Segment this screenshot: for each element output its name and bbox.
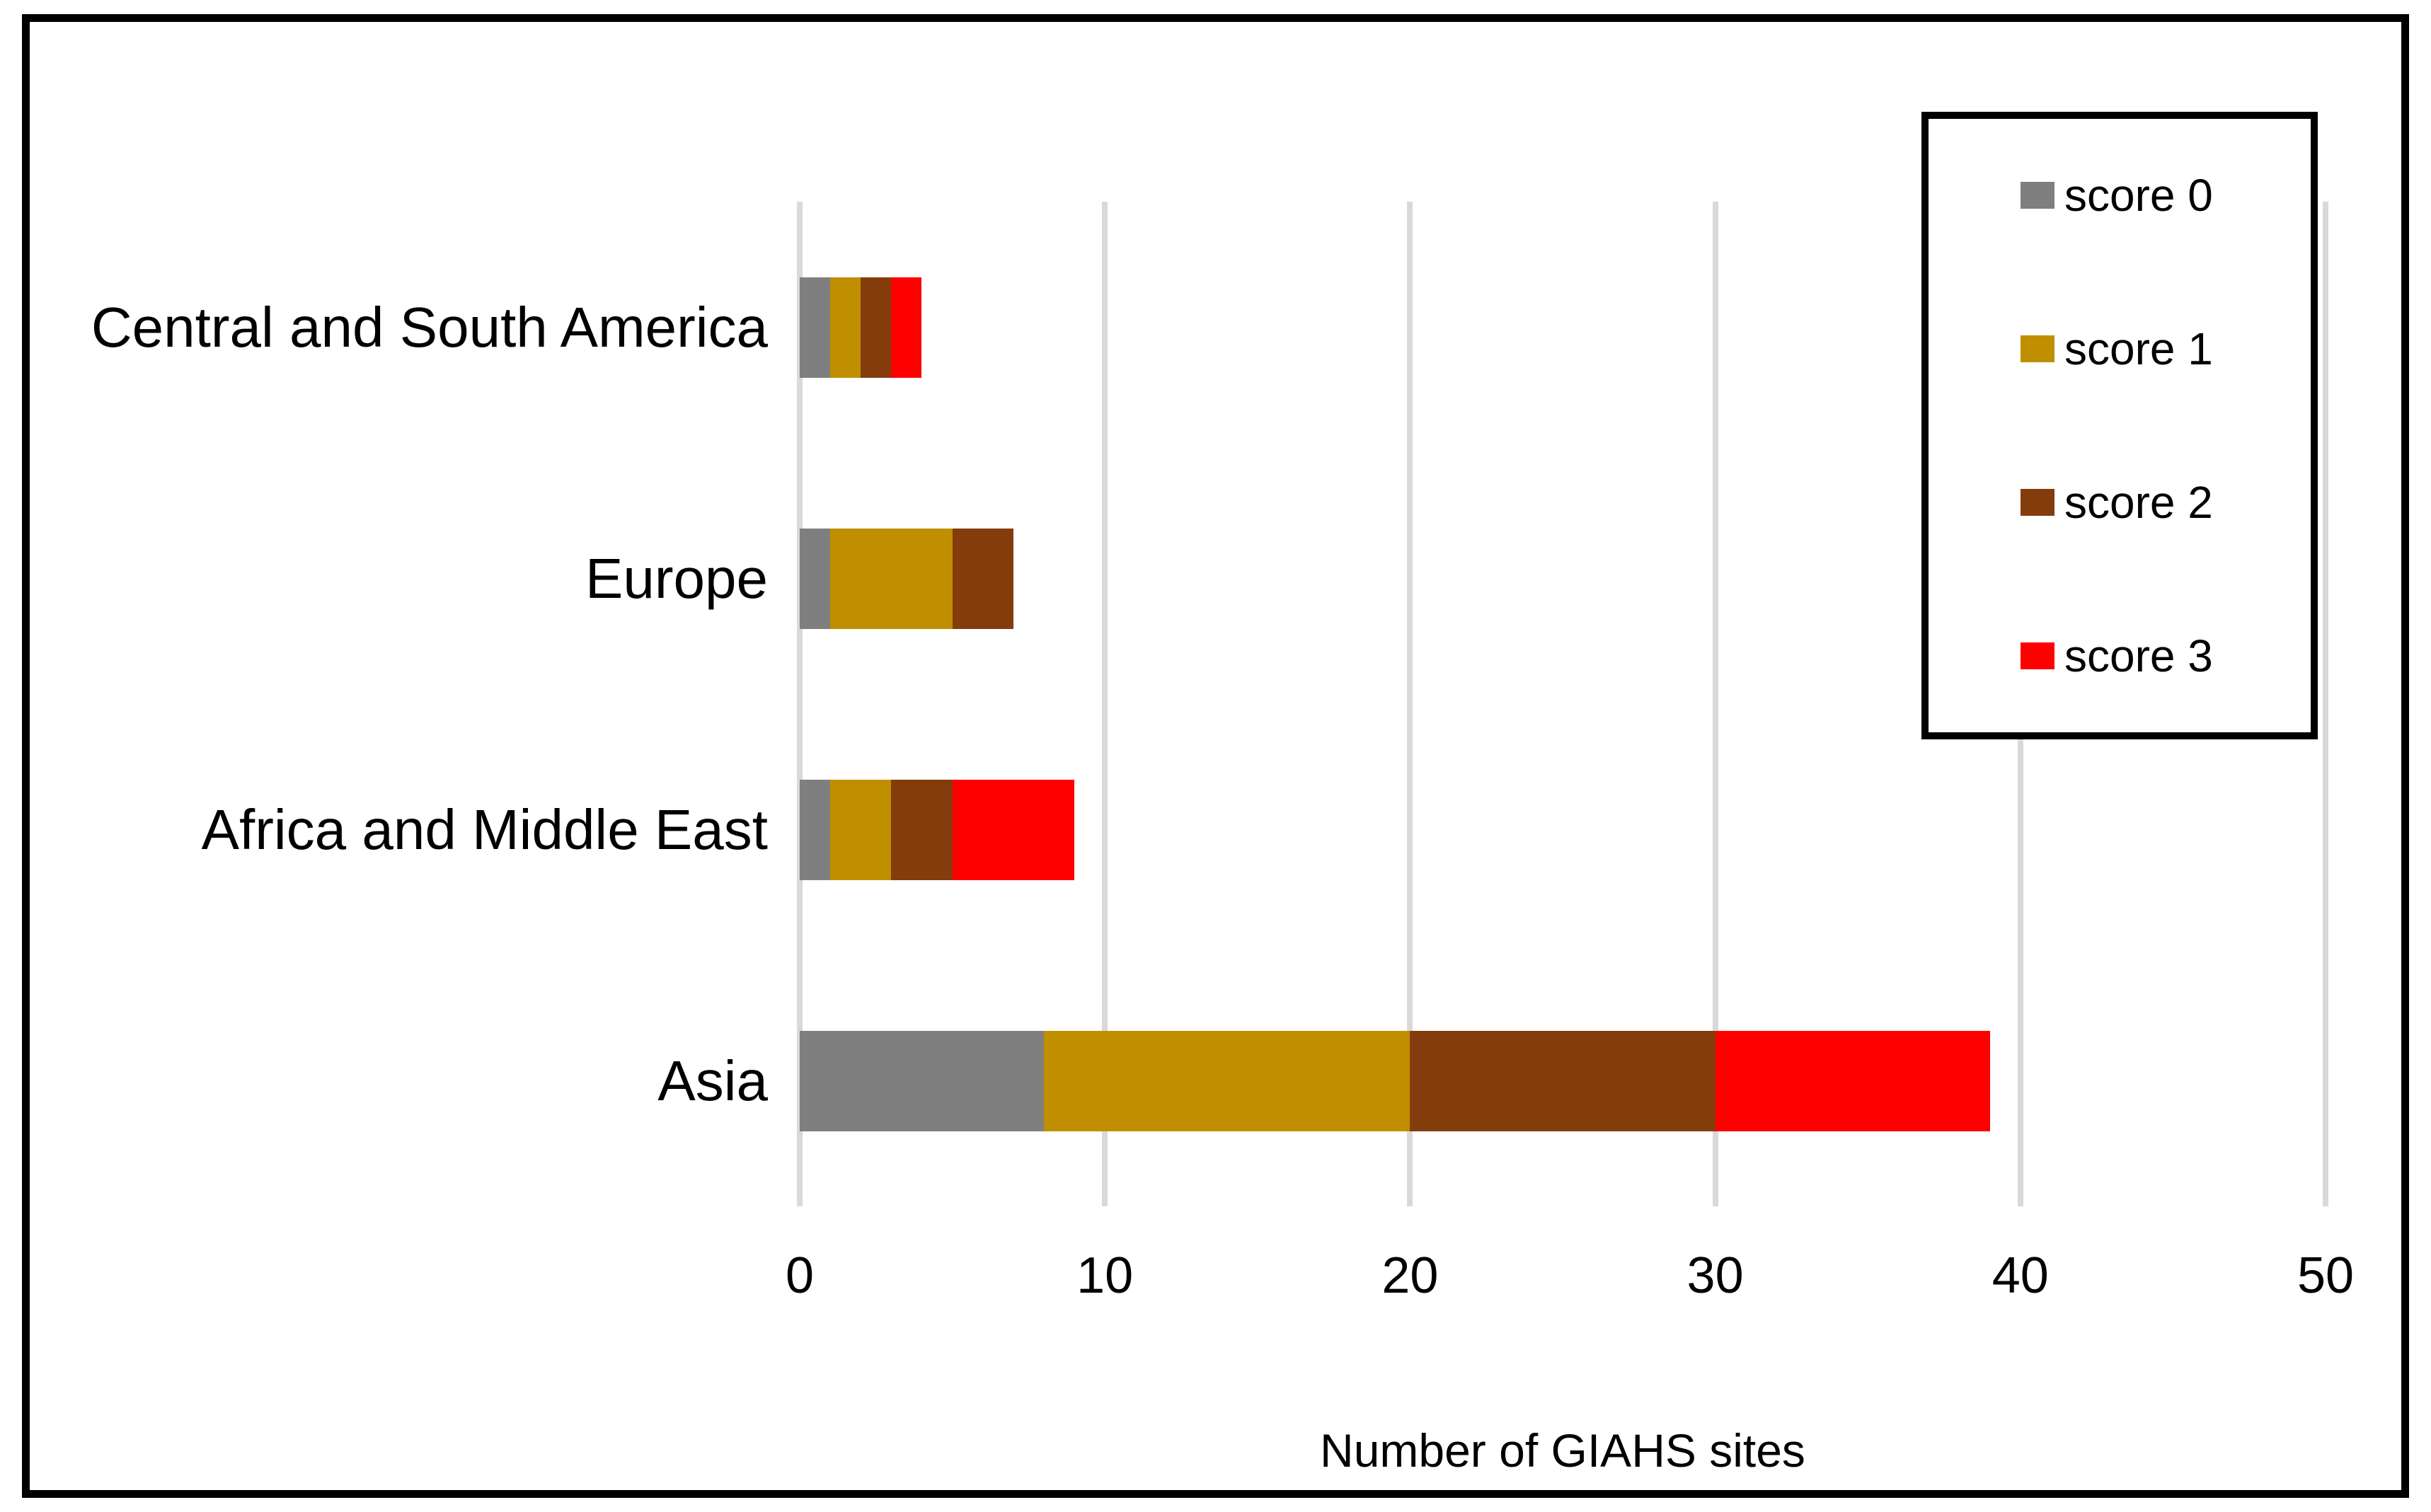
x-tick-label-50: 50: [2297, 1247, 2355, 1304]
legend-swatch-icon: [2021, 642, 2054, 669]
bar-segment-score-0: [800, 779, 831, 880]
bar-segment-score-2: [952, 528, 1013, 629]
bar-segment-score-0: [800, 1030, 1044, 1131]
x-tick-label-20: 20: [1381, 1247, 1439, 1304]
legend-item-score-2: score 2: [1929, 426, 2311, 579]
bar-row-europe: [800, 528, 1013, 629]
legend-swatch-icon: [2021, 488, 2054, 516]
bar-segment-score-0: [800, 277, 831, 378]
category-label-africa-and-middle-east: Africa and Middle East: [201, 797, 768, 861]
category-label-asia: Asia: [657, 1049, 768, 1112]
legend-swatch-icon: [2021, 182, 2054, 209]
bar-segment-score-3: [1715, 1030, 1990, 1131]
legend-item-score-3: score 3: [1929, 579, 2311, 732]
gridline-x-20: [1407, 202, 1413, 1206]
gridline-x-30: [1712, 202, 1718, 1206]
gridline-x-10: [1102, 202, 1108, 1206]
x-tick-label-10: 10: [1076, 1247, 1134, 1304]
x-tick-label-0: 0: [785, 1247, 815, 1304]
category-label-central-and-south-america: Central and South America: [91, 295, 768, 359]
bar-row-africa-and-middle-east: [800, 779, 1075, 880]
legend-label: score 2: [2064, 476, 2213, 528]
bar-segment-score-3: [952, 779, 1075, 880]
plot-area: [797, 202, 2328, 1206]
x-tick-label-30: 30: [1686, 1247, 1744, 1304]
bar-segment-score-1: [830, 277, 861, 378]
x-tick-label-40: 40: [1992, 1247, 2049, 1304]
legend-label: score 0: [2064, 170, 2213, 221]
legend-label: score 1: [2064, 323, 2213, 375]
legend-swatch-icon: [2021, 335, 2054, 363]
legend-item-score-1: score 1: [1929, 272, 2311, 426]
gridline-x-0: [797, 202, 803, 1206]
bar-segment-score-3: [891, 277, 922, 378]
bar-row-asia: [800, 1030, 1990, 1131]
bar-row-central-and-south-america: [800, 277, 922, 378]
legend: score 0 score 1 score 2 score 3: [1921, 112, 2318, 739]
bar-segment-score-1: [1043, 1030, 1410, 1131]
legend-item-score-0: score 0: [1929, 119, 2311, 272]
category-label-europe: Europe: [585, 546, 768, 610]
bar-segment-score-2: [891, 779, 953, 880]
bar-segment-score-1: [830, 528, 953, 629]
x-axis-title: Number of GIAHS sites: [1320, 1424, 1805, 1477]
gridline-x-50: [2323, 202, 2328, 1206]
legend-label: score 3: [2064, 630, 2213, 681]
bar-segment-score-1: [830, 779, 892, 880]
bar-segment-score-0: [800, 528, 831, 629]
bar-segment-score-2: [1410, 1030, 1716, 1131]
bar-segment-score-2: [861, 277, 892, 378]
